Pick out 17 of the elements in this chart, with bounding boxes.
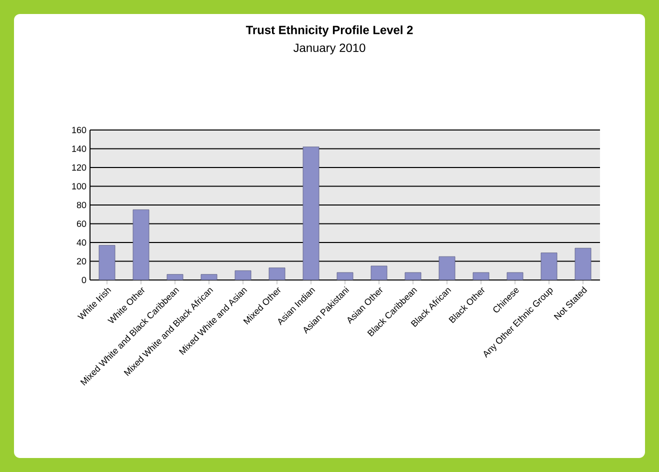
chart-subtitle: January 2010 bbox=[293, 44, 366, 54]
y-tick-label: 140 bbox=[72, 146, 86, 152]
y-tick-label: 120 bbox=[72, 164, 86, 171]
y-tick-label: 80 bbox=[76, 202, 86, 208]
bar bbox=[438, 256, 456, 280]
y-tick-label: 20 bbox=[76, 258, 86, 264]
y-tick-label: 0 bbox=[82, 276, 86, 284]
bar bbox=[540, 252, 558, 280]
bar bbox=[132, 209, 150, 280]
y-tick-label: 60 bbox=[76, 220, 86, 227]
y-tick-label: 100 bbox=[72, 183, 86, 190]
bar bbox=[574, 248, 592, 280]
bar bbox=[302, 146, 320, 280]
chart-title: Trust Ethnicity Profile Level 2 bbox=[246, 25, 413, 37]
bar bbox=[98, 245, 116, 280]
y-tick-label: 40 bbox=[76, 239, 86, 246]
y-tick-label: 160 bbox=[72, 126, 86, 134]
